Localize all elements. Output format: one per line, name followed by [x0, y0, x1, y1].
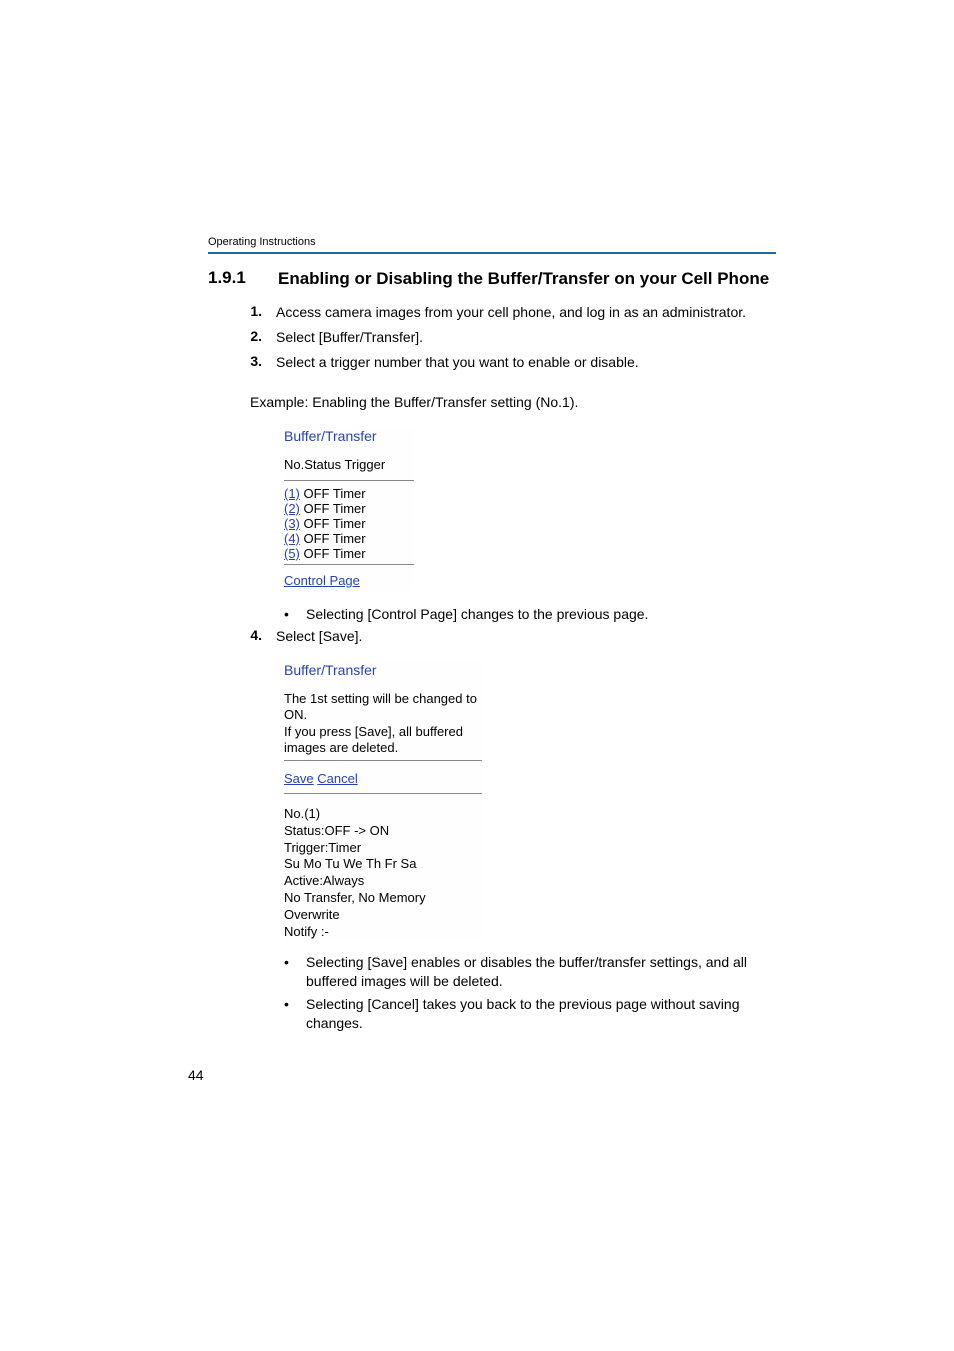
bullet-icon: •	[284, 953, 306, 972]
control-page-link[interactable]: Control Page	[284, 571, 414, 591]
trigger-status: OFF Timer	[300, 501, 366, 516]
trigger-status: OFF Timer	[300, 546, 366, 561]
bullet-icon: •	[284, 995, 306, 1014]
trigger-link-5[interactable]: (5)	[284, 546, 300, 561]
step-text: Select a trigger number that you want to…	[276, 353, 776, 372]
step-text: Select [Save].	[276, 627, 776, 646]
note-bullet: • Selecting [Control Page] changes to th…	[284, 605, 776, 624]
screenshot-columns: No.Status Trigger	[284, 455, 414, 479]
note-text: Selecting [Save] enables or disables the…	[306, 953, 776, 991]
divider-line	[284, 793, 482, 794]
trigger-link-4[interactable]: (4)	[284, 531, 300, 546]
step-number: 3.	[230, 353, 276, 369]
section-heading: 1.9.1 Enabling or Disabling the Buffer/T…	[208, 268, 776, 289]
step-1: 1. Access camera images from your cell p…	[230, 303, 776, 322]
bullet-icon: •	[284, 605, 306, 624]
screenshot-title: Buffer/Transfer	[284, 428, 414, 455]
confirm-paragraph: The 1st setting will be changed to ON. I…	[284, 689, 482, 758]
section-title: Enabling or Disabling the Buffer/Transfe…	[278, 268, 769, 289]
trigger-status: OFF Timer	[300, 516, 366, 531]
note-text: Selecting [Control Page] changes to the …	[306, 605, 776, 624]
step-2: 2. Select [Buffer/Transfer].	[230, 328, 776, 347]
action-row: Save Cancel	[284, 767, 482, 791]
step-3: 3. Select a trigger number that you want…	[230, 353, 776, 372]
header-divider	[208, 252, 776, 254]
divider-line	[284, 760, 482, 761]
section-number: 1.9.1	[208, 268, 278, 288]
setting-details: No.(1) Status:OFF -> ON Trigger:Timer Su…	[284, 800, 482, 941]
divider-line	[284, 564, 414, 565]
example-caption: Example: Enabling the Buffer/Transfer se…	[250, 394, 776, 410]
step-text: Access camera images from your cell phon…	[276, 303, 776, 322]
trigger-link-2[interactable]: (2)	[284, 501, 300, 516]
trigger-link-3[interactable]: (3)	[284, 516, 300, 531]
trigger-row: (3) OFF Timer	[284, 517, 414, 532]
screenshot-buffer-confirm: Buffer/Transfer The 1st setting will be …	[284, 662, 482, 941]
trigger-status: OFF Timer	[300, 531, 366, 546]
trigger-link-1[interactable]: (1)	[284, 486, 300, 501]
trigger-row: (2) OFF Timer	[284, 502, 414, 517]
step-4: 4. Select [Save].	[230, 627, 776, 646]
trigger-row: (5) OFF Timer	[284, 547, 414, 562]
divider-line	[284, 480, 414, 481]
running-header: Operating Instructions	[208, 236, 776, 248]
page: Operating Instructions 1.9.1 Enabling or…	[0, 0, 954, 1351]
note-bullet: • Selecting [Save] enables or disables t…	[284, 953, 776, 991]
trigger-status: OFF Timer	[300, 486, 366, 501]
trigger-row: (4) OFF Timer	[284, 532, 414, 547]
page-number: 44	[188, 1067, 204, 1083]
screenshot-buffer-list: Buffer/Transfer No.Status Trigger (1) OF…	[284, 428, 414, 591]
trigger-row: (1) OFF Timer	[284, 487, 414, 502]
step-text: Select [Buffer/Transfer].	[276, 328, 776, 347]
note-text: Selecting [Cancel] takes you back to the…	[306, 995, 776, 1033]
cancel-link[interactable]: Cancel	[317, 771, 357, 786]
note-bullet: • Selecting [Cancel] takes you back to t…	[284, 995, 776, 1033]
save-link[interactable]: Save	[284, 771, 314, 786]
screenshot-title: Buffer/Transfer	[284, 662, 482, 689]
step-number: 4.	[230, 627, 276, 643]
step-number: 2.	[230, 328, 276, 344]
step-number: 1.	[230, 303, 276, 319]
